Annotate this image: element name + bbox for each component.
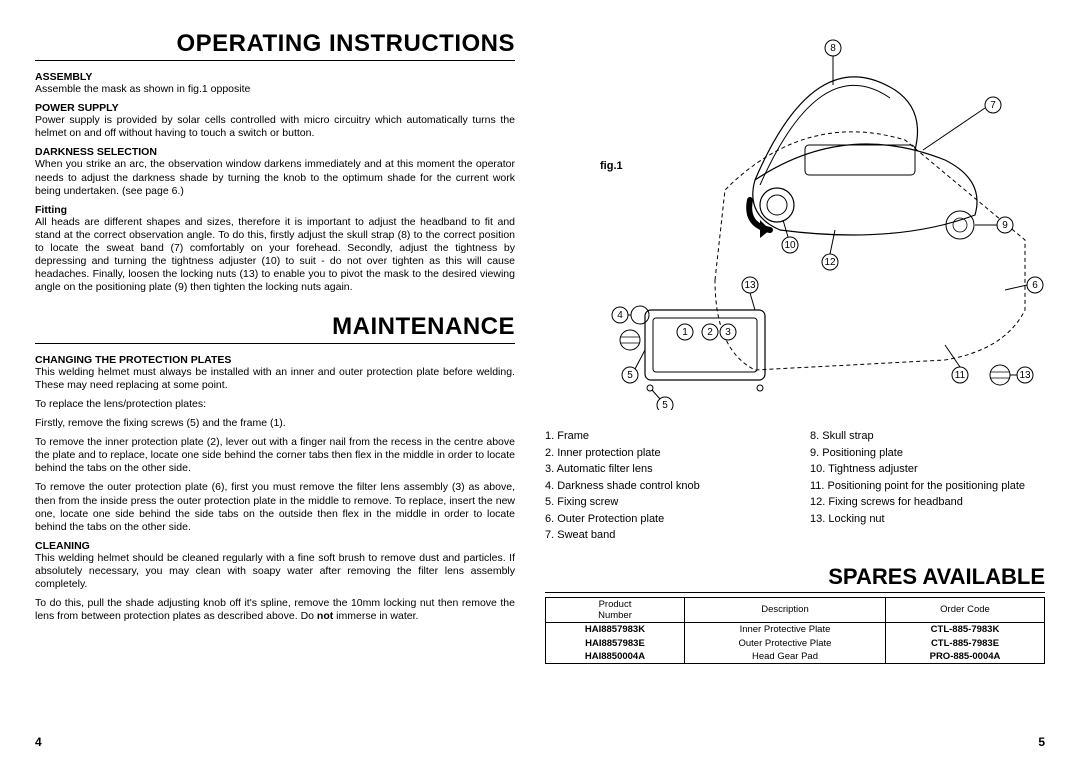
svg-text:5: 5: [662, 400, 668, 410]
cleaning-head: CLEANING: [35, 540, 515, 552]
changing-body-4: To remove the inner protection plate (2)…: [35, 436, 515, 475]
code-0: CTL-885-7983K: [886, 623, 1044, 636]
darkness-head: DARKNESS SELECTION: [35, 146, 515, 158]
svg-text:4: 4: [617, 310, 623, 321]
callout-11: 11: [945, 345, 968, 383]
helmet-diagram: 8 7 9 6 11 13 10 12 13 4 1 2 3 5 5: [545, 30, 1045, 410]
svg-text:13: 13: [1019, 370, 1031, 381]
cleaning-text-a: To do this, pull the shade adjusting kno…: [35, 597, 515, 622]
desc-0: Inner Protective Plate: [685, 623, 885, 636]
fitting-body: All heads are different shapes and sizes…: [35, 216, 515, 295]
table-row: HAI8857983K HAI8857983E HAI8850004A Inne…: [546, 623, 1045, 664]
callout-13: 13: [742, 277, 758, 310]
callout-10: 10: [782, 220, 798, 253]
part-5: 5. Fixing screw: [545, 494, 780, 511]
fitting-head: Fitting: [35, 204, 515, 216]
part-3: 3. Automatic filter lens: [545, 461, 780, 478]
svg-text:11: 11: [955, 370, 966, 381]
changing-body-3: Firstly, remove the fixing screws (5) an…: [35, 417, 515, 430]
page-number-right: 5: [1038, 735, 1045, 749]
changing-body-1: This welding helmet must always be insta…: [35, 366, 515, 392]
part-9: 9. Positioning plate: [810, 445, 1045, 462]
callout-4: 4: [612, 307, 631, 323]
changing-body-5: To remove the outer protection plate (6)…: [35, 481, 515, 534]
maintenance-title: MAINTENANCE: [35, 313, 515, 344]
svg-text:3: 3: [725, 327, 731, 338]
assembly-head: ASSEMBLY: [35, 71, 515, 83]
page-number-left: 4: [35, 735, 42, 749]
callout-5: 5: [622, 350, 645, 383]
part-7: 7. Sweat band: [545, 527, 780, 544]
part-1: 1. Frame: [545, 428, 780, 445]
prod-0: HAI8857983K: [546, 623, 684, 636]
part-10: 10. Tightness adjuster: [810, 461, 1045, 478]
spares-header-row: ProductNumber Description Order Code: [546, 597, 1045, 623]
svg-text:5: 5: [627, 370, 633, 381]
part-13: 13. Locking nut: [810, 511, 1045, 528]
part-11: 11. Positioning point for the positionin…: [810, 478, 1045, 495]
svg-text:9: 9: [1002, 220, 1008, 231]
svg-text:2: 2: [707, 327, 713, 338]
code-2: PRO-885-0004A: [886, 650, 1044, 663]
part-6: 6. Outer Protection plate: [545, 511, 780, 528]
svg-text:10: 10: [784, 240, 796, 251]
parts-legend: 1. Frame 2. Inner protection plate 3. Au…: [545, 428, 1045, 544]
desc-2: Head Gear Pad: [685, 650, 885, 663]
power-body: Power supply is provided by solar cells …: [35, 114, 515, 140]
svg-text:1: 1: [682, 327, 688, 338]
right-page: fig.1: [545, 30, 1045, 739]
callout-3: 3: [720, 324, 736, 340]
th-product: ProductNumber: [546, 597, 685, 623]
prod-2: HAI8850004A: [546, 650, 684, 663]
prod-1: HAI8857983E: [546, 637, 684, 650]
svg-text:6: 6: [1032, 280, 1038, 291]
cleaning-body-2: To do this, pull the shade adjusting kno…: [35, 597, 515, 623]
cleaning-text-bold: not: [317, 610, 333, 622]
part-12: 12. Fixing screws for headband: [810, 494, 1045, 511]
th-description: Description: [684, 597, 885, 623]
th-code: Order Code: [886, 597, 1045, 623]
callout-6: 6: [1005, 277, 1043, 293]
spares-title: SPARES AVAILABLE: [545, 564, 1045, 593]
callout-5b: 5: [652, 390, 673, 410]
figure-1: fig.1: [545, 30, 1045, 410]
svg-text:8: 8: [830, 43, 836, 54]
left-page: OPERATING INSTRUCTIONS ASSEMBLY Assemble…: [35, 30, 515, 739]
svg-text:7: 7: [990, 100, 996, 111]
callout-13b: 13: [1010, 367, 1033, 383]
power-head: POWER SUPPLY: [35, 102, 515, 114]
part-2: 2. Inner protection plate: [545, 445, 780, 462]
operating-instructions-title: OPERATING INSTRUCTIONS: [35, 30, 515, 61]
callout-9: 9: [975, 217, 1013, 233]
part-8: 8. Skull strap: [810, 428, 1045, 445]
callout-1: 1: [677, 324, 693, 340]
parts-col-1: 1. Frame 2. Inner protection plate 3. Au…: [545, 428, 780, 544]
changing-body-2: To replace the lens/protection plates:: [35, 398, 515, 411]
cleaning-body-1: This welding helmet should be cleaned re…: [35, 552, 515, 591]
callout-8: 8: [825, 40, 841, 85]
code-1: CTL-885-7983E: [886, 637, 1044, 650]
svg-text:13: 13: [744, 280, 756, 291]
part-4: 4. Darkness shade control knob: [545, 478, 780, 495]
changing-plates-head: CHANGING THE PROTECTION PLATES: [35, 354, 515, 366]
callout-12: 12: [822, 230, 838, 270]
darkness-body: When you strike an arc, the observation …: [35, 158, 515, 197]
fig-label: fig.1: [600, 160, 623, 172]
svg-text:12: 12: [824, 257, 836, 268]
callout-7: 7: [923, 97, 1001, 150]
spares-table: ProductNumber Description Order Code HAI…: [545, 597, 1045, 665]
desc-1: Outer Protective Plate: [685, 637, 885, 650]
parts-col-2: 8. Skull strap 9. Positioning plate 10. …: [810, 428, 1045, 544]
callout-2: 2: [702, 324, 718, 340]
assembly-body: Assemble the mask as shown in fig.1 oppo…: [35, 83, 515, 96]
cleaning-text-b: immerse in water.: [333, 610, 418, 622]
